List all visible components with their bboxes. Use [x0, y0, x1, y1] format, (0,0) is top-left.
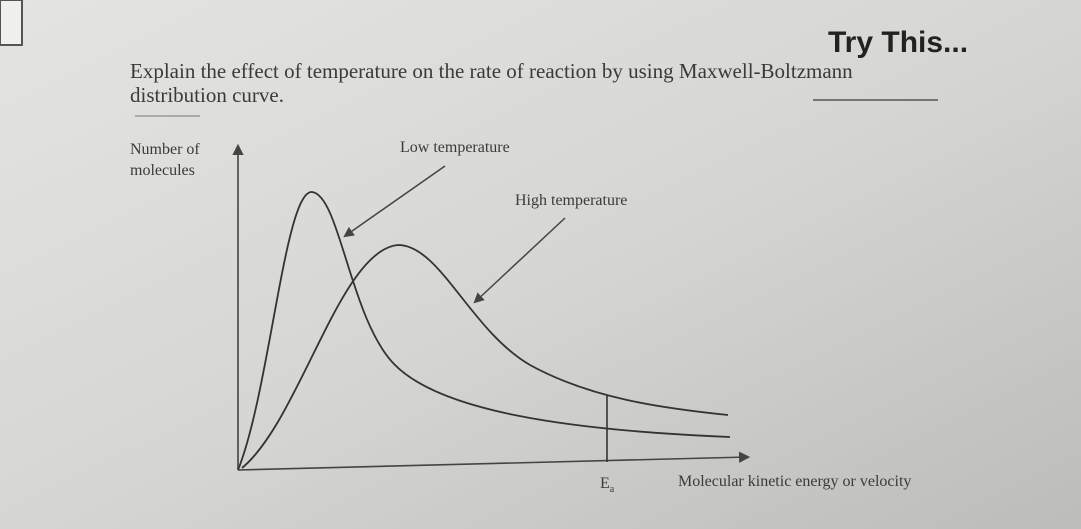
- title: Try This...: [828, 26, 968, 59]
- y-axis-label: molecules: [130, 162, 195, 179]
- question-line: Explain the effect of temperature on the…: [130, 59, 853, 83]
- threshold-symbol: E: [600, 475, 610, 492]
- corner-box: [0, 0, 23, 46]
- threshold-label: Ea: [600, 475, 615, 495]
- y-axis-label: Number of: [130, 141, 200, 158]
- threshold-subscript: a: [610, 484, 615, 495]
- label-arrow: [473, 217, 566, 304]
- question-line: distribution curve.: [130, 83, 284, 107]
- low-temperature-curve: [237, 191, 731, 471]
- curve-label: High temperature: [515, 192, 627, 209]
- curve-label: Low temperature: [400, 139, 510, 156]
- x-axis-label: Molecular kinetic energy or velocity: [678, 473, 911, 490]
- x-axis: [237, 451, 751, 471]
- high-temperature-curve: [241, 244, 729, 469]
- label-arrow: [343, 165, 446, 238]
